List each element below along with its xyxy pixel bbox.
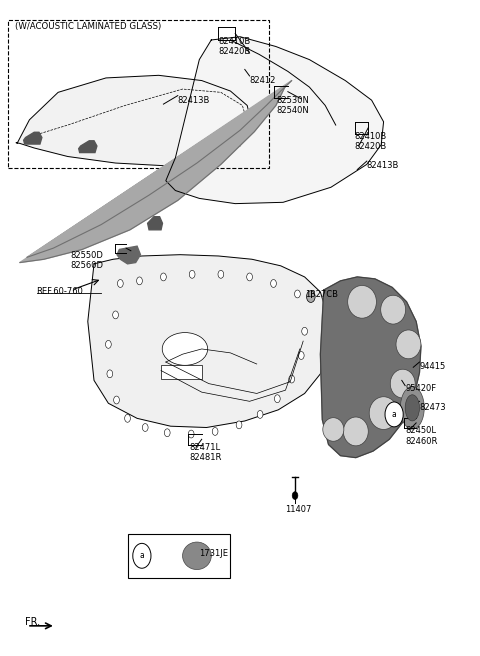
Circle shape bbox=[133, 543, 151, 568]
Polygon shape bbox=[117, 246, 141, 264]
Circle shape bbox=[385, 402, 403, 427]
Circle shape bbox=[125, 415, 131, 422]
Circle shape bbox=[236, 421, 242, 429]
Polygon shape bbox=[24, 133, 42, 144]
Text: a: a bbox=[392, 410, 396, 419]
Text: FR.: FR. bbox=[24, 617, 40, 627]
Circle shape bbox=[247, 273, 252, 281]
Circle shape bbox=[289, 375, 295, 383]
Ellipse shape bbox=[182, 542, 211, 569]
Circle shape bbox=[189, 270, 195, 278]
Circle shape bbox=[137, 277, 143, 285]
Circle shape bbox=[292, 491, 298, 499]
Bar bbox=[128, 533, 230, 578]
Polygon shape bbox=[79, 141, 97, 153]
Circle shape bbox=[188, 430, 194, 438]
Circle shape bbox=[218, 270, 224, 278]
Text: 82413B: 82413B bbox=[178, 96, 210, 104]
Polygon shape bbox=[16, 75, 252, 166]
Text: a: a bbox=[140, 551, 144, 560]
Circle shape bbox=[114, 396, 120, 404]
Polygon shape bbox=[166, 37, 384, 203]
Ellipse shape bbox=[162, 333, 208, 365]
Text: 82530N
82540N: 82530N 82540N bbox=[276, 96, 309, 115]
Circle shape bbox=[302, 327, 308, 335]
Text: 82450L
82460R: 82450L 82460R bbox=[405, 426, 437, 445]
Text: 82410B
82420B: 82410B 82420B bbox=[218, 37, 251, 56]
Text: 1327CB: 1327CB bbox=[305, 290, 337, 299]
Circle shape bbox=[143, 424, 148, 432]
Circle shape bbox=[160, 273, 166, 281]
Text: 82412: 82412 bbox=[250, 76, 276, 85]
Circle shape bbox=[212, 428, 218, 436]
Text: 94415: 94415 bbox=[420, 362, 446, 371]
Circle shape bbox=[107, 370, 113, 378]
Text: 95420F: 95420F bbox=[405, 384, 436, 393]
Ellipse shape bbox=[390, 369, 415, 398]
Ellipse shape bbox=[369, 397, 398, 430]
Text: 82410B
82420B: 82410B 82420B bbox=[355, 132, 387, 151]
Circle shape bbox=[295, 290, 300, 298]
Ellipse shape bbox=[400, 386, 424, 429]
Polygon shape bbox=[88, 255, 325, 428]
Text: 82413B: 82413B bbox=[367, 161, 399, 170]
Ellipse shape bbox=[348, 285, 376, 318]
Ellipse shape bbox=[405, 395, 420, 421]
Ellipse shape bbox=[323, 418, 344, 441]
Ellipse shape bbox=[381, 295, 406, 324]
Circle shape bbox=[106, 340, 111, 348]
Circle shape bbox=[299, 352, 304, 359]
Text: 82550D
82560D: 82550D 82560D bbox=[70, 251, 103, 270]
Circle shape bbox=[307, 291, 315, 302]
Polygon shape bbox=[321, 277, 421, 458]
Ellipse shape bbox=[396, 330, 421, 359]
Circle shape bbox=[271, 279, 276, 287]
Circle shape bbox=[257, 411, 263, 419]
Text: 82473: 82473 bbox=[420, 403, 446, 412]
Text: 11407: 11407 bbox=[286, 504, 312, 514]
Text: 82471L
82481R: 82471L 82481R bbox=[190, 443, 222, 462]
Circle shape bbox=[275, 395, 280, 403]
Circle shape bbox=[164, 429, 170, 437]
Polygon shape bbox=[148, 216, 162, 230]
Polygon shape bbox=[20, 81, 292, 262]
Ellipse shape bbox=[343, 417, 368, 446]
Circle shape bbox=[118, 279, 123, 287]
Text: 1731JE: 1731JE bbox=[199, 549, 228, 558]
Text: REF.60-760: REF.60-760 bbox=[36, 287, 84, 297]
Bar bbox=[161, 365, 202, 379]
Bar bbox=[8, 20, 269, 168]
Circle shape bbox=[113, 311, 119, 319]
Text: (W/ACOUSTIC LAMINATED GLASS): (W/ACOUSTIC LAMINATED GLASS) bbox=[15, 22, 161, 31]
